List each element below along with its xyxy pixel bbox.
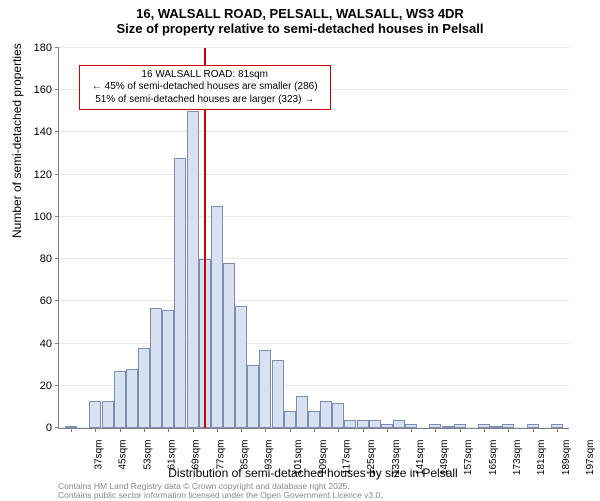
ytick-label: 0 <box>22 422 52 434</box>
histogram-bar <box>138 348 150 428</box>
gridline <box>59 47 569 48</box>
footer-line2: Contains public sector information licen… <box>58 491 383 500</box>
histogram-bar <box>187 111 199 428</box>
xtick-mark <box>314 428 315 432</box>
xtick-mark <box>411 428 412 432</box>
ytick-mark <box>55 216 59 217</box>
chart-title-line2: Size of property relative to semi-detach… <box>0 21 600 36</box>
xtick-mark <box>144 428 145 432</box>
histogram-bar <box>126 369 138 428</box>
gridline <box>59 131 569 132</box>
xtick-mark <box>460 428 461 432</box>
xtick-mark <box>508 428 509 432</box>
histogram-bar <box>296 396 308 428</box>
xtick-label: 45sqm <box>118 440 129 470</box>
ytick-label: 160 <box>22 84 52 96</box>
xtick-mark <box>120 428 121 432</box>
xtick-mark <box>557 428 558 432</box>
histogram-bar <box>211 206 223 428</box>
histogram-bar <box>235 306 247 428</box>
y-axis-label: Number of semi-detached properties <box>10 43 24 238</box>
histogram-bar <box>490 426 502 428</box>
gridline <box>59 300 569 301</box>
xtick-mark <box>168 428 169 432</box>
xtick-mark <box>265 428 266 432</box>
histogram-bar <box>393 420 405 428</box>
histogram-bar <box>259 350 271 428</box>
xtick-mark <box>241 428 242 432</box>
histogram-bar <box>114 371 126 428</box>
gridline <box>59 216 569 217</box>
chart-title-block: 16, WALSALL ROAD, PELSALL, WALSALL, WS3 … <box>0 0 600 36</box>
ytick-mark <box>55 131 59 132</box>
annotation-box: 16 WALSALL ROAD: 81sqm← 45% of semi-deta… <box>79 65 331 111</box>
ytick-label: 80 <box>22 253 52 265</box>
xtick-mark <box>95 428 96 432</box>
ytick-mark <box>55 89 59 90</box>
histogram-bar <box>442 426 454 428</box>
xtick-label: 77sqm <box>215 440 226 470</box>
ytick-label: 120 <box>22 169 52 181</box>
ytick-mark <box>55 174 59 175</box>
xtick-label: 93sqm <box>264 440 275 470</box>
histogram-bar <box>247 365 259 428</box>
histogram-bar <box>308 411 320 428</box>
histogram-bar <box>89 401 101 428</box>
xtick-mark <box>217 428 218 432</box>
xtick-mark <box>363 428 364 432</box>
histogram-bar <box>174 158 186 428</box>
gridline <box>59 343 569 344</box>
xtick-label: 69sqm <box>191 440 202 470</box>
ytick-mark <box>55 300 59 301</box>
xtick-label: 197sqm <box>585 440 596 476</box>
chart-title-line1: 16, WALSALL ROAD, PELSALL, WALSALL, WS3 … <box>0 6 600 21</box>
ytick-mark <box>55 258 59 259</box>
xtick-mark <box>484 428 485 432</box>
gridline <box>59 174 569 175</box>
chart-container: 16, WALSALL ROAD, PELSALL, WALSALL, WS3 … <box>0 0 600 500</box>
xtick-mark <box>338 428 339 432</box>
x-axis-label: Distribution of semi-detached houses by … <box>58 466 568 480</box>
ytick-mark <box>55 343 59 344</box>
xtick-mark <box>71 428 72 432</box>
ytick-label: 60 <box>22 295 52 307</box>
xtick-mark <box>290 428 291 432</box>
gridline <box>59 258 569 259</box>
xtick-label: 37sqm <box>94 440 105 470</box>
histogram-bar <box>332 403 344 428</box>
xtick-label: 53sqm <box>142 440 153 470</box>
histogram-bar <box>102 401 114 428</box>
ytick-label: 100 <box>22 211 52 223</box>
ytick-mark <box>55 47 59 48</box>
histogram-bar <box>223 263 235 428</box>
xtick-mark <box>435 428 436 432</box>
ytick-label: 140 <box>22 126 52 138</box>
ytick-label: 20 <box>22 380 52 392</box>
histogram-bar <box>272 360 284 428</box>
xtick-label: 85sqm <box>239 440 250 470</box>
annotation-line1: 16 WALSALL ROAD: 81sqm <box>85 69 325 82</box>
plot-area: 37sqm45sqm53sqm61sqm69sqm77sqm85sqm93sqm… <box>58 48 569 429</box>
ytick-mark <box>55 427 59 428</box>
histogram-bar <box>344 420 356 428</box>
histogram-bar <box>162 310 174 428</box>
annotation-line3: 51% of semi-detached houses are larger (… <box>85 94 325 107</box>
xtick-mark <box>387 428 388 432</box>
ytick-label: 40 <box>22 338 52 350</box>
histogram-bar <box>369 420 381 428</box>
histogram-bar <box>284 411 296 428</box>
ytick-label: 180 <box>22 42 52 54</box>
histogram-bar <box>357 420 369 428</box>
chart-footer: Contains HM Land Registry data © Crown c… <box>58 482 383 501</box>
histogram-bar <box>150 308 162 428</box>
xtick-mark <box>533 428 534 432</box>
ytick-mark <box>55 385 59 386</box>
annotation-line2: ← 45% of semi-detached houses are smalle… <box>85 81 325 94</box>
histogram-bar <box>320 401 332 428</box>
xtick-mark <box>193 428 194 432</box>
xtick-label: 61sqm <box>167 440 178 470</box>
